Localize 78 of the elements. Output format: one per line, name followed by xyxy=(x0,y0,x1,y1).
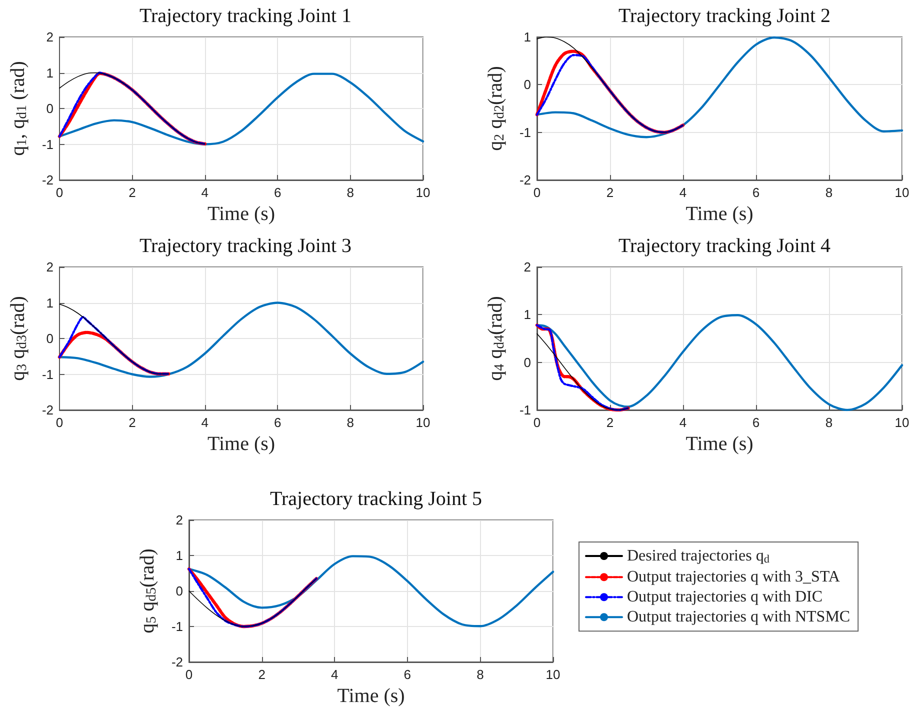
y-tick-label: -1 xyxy=(519,124,531,140)
x-axis-title: Time (s) xyxy=(207,203,276,225)
y-tick-label: 1 xyxy=(176,548,183,563)
x-tick-label: 6 xyxy=(752,185,760,200)
y-tick-label: -2 xyxy=(42,172,54,188)
y-tick-label: 2 xyxy=(524,260,531,274)
x-tick-label: 6 xyxy=(274,415,282,430)
x-tick-label: 2 xyxy=(606,185,614,200)
legend-label: Output trajectories q with DIC xyxy=(627,588,823,606)
x-tick-label: 2 xyxy=(258,667,266,682)
y-tick-label: 2 xyxy=(46,260,54,274)
y-tick-label: 1 xyxy=(524,307,531,322)
x-tick-label: 0 xyxy=(56,415,64,430)
x-tick-label: 4 xyxy=(201,185,209,200)
y-tick-label: 0 xyxy=(524,77,531,92)
line-series xyxy=(536,36,684,133)
y-tick-label: 0 xyxy=(46,331,54,346)
y-tick-label: -1 xyxy=(171,619,183,634)
x-tick-label: 8 xyxy=(825,415,833,430)
chart-title: Trajectory tracking Joint 3 xyxy=(139,235,352,257)
x-axis-title: Time (s) xyxy=(686,203,754,225)
line-series xyxy=(58,302,424,378)
y-tick-label: 1 xyxy=(46,295,54,310)
x-axis-title: Time (s) xyxy=(207,433,276,455)
line-series xyxy=(58,316,170,375)
x-tick-label: 10 xyxy=(894,185,910,200)
y-tick-label: 0 xyxy=(46,101,54,116)
x-tick-label: 4 xyxy=(201,415,209,430)
y-tick-label: 1 xyxy=(46,65,54,80)
y-axis-title: q1, qd1 (rad) xyxy=(7,61,30,156)
x-tick-label: 2 xyxy=(606,415,614,430)
x-axis-title: Time (s) xyxy=(337,685,405,707)
x-tick-label: 10 xyxy=(546,667,560,682)
x-tick-label: 0 xyxy=(56,185,64,200)
y-axis-title: q3 qd3(rad) xyxy=(7,296,30,381)
y-tick-label: -2 xyxy=(171,654,183,670)
x-tick-label: 6 xyxy=(274,185,282,200)
x-axis-title: Time (s) xyxy=(686,433,754,455)
x-tick-label: 0 xyxy=(533,185,541,200)
x-tick-label: 8 xyxy=(825,185,833,200)
x-tick-label: 10 xyxy=(416,415,430,430)
x-tick-label: 4 xyxy=(679,415,687,430)
y-tick-label: -2 xyxy=(519,172,531,188)
x-tick-label: 6 xyxy=(752,415,760,430)
line-series xyxy=(58,72,424,146)
y-tick-label: -1 xyxy=(519,402,531,418)
chart-title: Trajectory tracking Joint 5 xyxy=(270,488,482,510)
y-tick-label: 0 xyxy=(176,584,183,598)
x-tick-label: 8 xyxy=(346,415,354,430)
x-tick-label: 2 xyxy=(128,185,136,200)
line-series xyxy=(58,330,170,376)
chart-title: Trajectory tracking Joint 1 xyxy=(139,5,352,27)
x-tick-label: 8 xyxy=(476,667,484,682)
y-axis-title: q2 qd2(rad) xyxy=(484,66,508,151)
y-axis-title: q5 qd5(rad) xyxy=(136,548,160,634)
x-tick-label: 8 xyxy=(346,185,354,200)
x-tick-label: 6 xyxy=(404,667,412,682)
x-tick-label: 2 xyxy=(128,415,136,430)
y-tick-label: 1 xyxy=(524,30,531,44)
chart-title: Trajectory tracking Joint 2 xyxy=(618,5,831,27)
y-tick-label: 0 xyxy=(524,354,531,370)
x-tick-label: 0 xyxy=(533,415,541,430)
chart-title: Trajectory tracking Joint 4 xyxy=(618,235,831,257)
y-tick-label: 2 xyxy=(176,512,183,528)
x-tick-label: 10 xyxy=(416,185,430,200)
line-series xyxy=(188,578,317,627)
y-tick-label: -1 xyxy=(42,366,54,382)
y-axis-title: q4 qd4(rad) xyxy=(484,296,508,381)
legend-label: Output trajectories q with NTSMC xyxy=(627,608,850,626)
y-tick-label: -2 xyxy=(42,402,54,418)
x-tick-label: 0 xyxy=(185,667,193,682)
legend-label: Output trajectories q with 3_STA xyxy=(627,568,840,586)
x-tick-label: 4 xyxy=(679,185,687,200)
line-series xyxy=(59,304,169,374)
y-tick-label: -1 xyxy=(42,136,54,152)
y-tick-label: 2 xyxy=(46,30,54,44)
x-tick-label: 10 xyxy=(894,415,910,430)
x-tick-label: 4 xyxy=(330,667,338,682)
